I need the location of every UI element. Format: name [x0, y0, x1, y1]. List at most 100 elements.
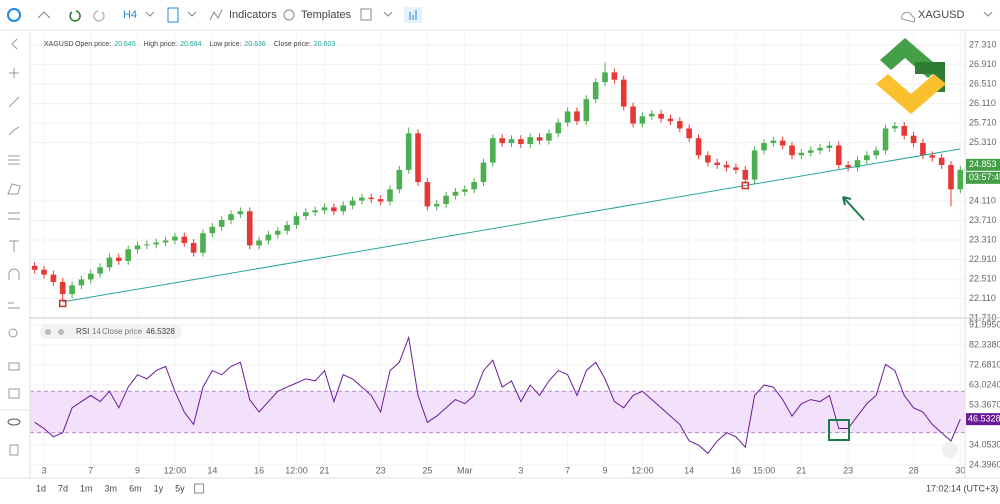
candle-body [508, 139, 515, 144]
candle-body [518, 139, 524, 145]
dropdown[interactable] [383, 11, 393, 17]
undo-icon[interactable] [69, 10, 81, 22]
candle-body [340, 205, 347, 212]
brush-tool[interactable] [8, 126, 20, 136]
text-tool[interactable] [9, 240, 19, 252]
candle-body [452, 191, 459, 196]
candle-body [31, 265, 38, 270]
candle-body [742, 169, 749, 180]
redo-icon[interactable] [93, 10, 105, 22]
rsi-toggle[interactable] [45, 329, 51, 335]
legend-label: Close price: [274, 41, 311, 48]
line-tool[interactable] [8, 96, 20, 108]
candle-body [770, 140, 777, 144]
x-tick-label: 23 [843, 465, 853, 475]
measure-tool[interactable] [8, 302, 20, 309]
legend-value: 20.603 [314, 41, 336, 48]
range-button[interactable]: 5y [175, 483, 185, 493]
x-tick-label: 21 [796, 465, 806, 475]
back-tool[interactable] [11, 38, 18, 50]
shape-tool[interactable] [7, 183, 21, 195]
templates-icon[interactable] [283, 9, 295, 21]
x-tick-label: 30 [955, 465, 965, 475]
templates-button[interactable]: Templates [301, 9, 352, 21]
range-button[interactable]: 1d [36, 483, 46, 493]
pattern-tool[interactable] [8, 212, 20, 220]
x-tick-label: 21 [320, 465, 330, 475]
y-tick-label: 27.310 [969, 39, 997, 49]
candle-body [648, 113, 655, 117]
x-tick-label: 3 [518, 465, 523, 475]
collapse-icon[interactable] [37, 11, 51, 19]
candle-body [237, 211, 244, 215]
candle-body [695, 138, 702, 156]
crosshair-tool[interactable] [9, 68, 19, 78]
zoom-tool[interactable] [8, 328, 18, 338]
dropdown[interactable] [983, 11, 993, 17]
candle-body [807, 150, 814, 153]
fib-tool[interactable] [8, 155, 20, 165]
toolbar [0, 0, 1000, 30]
candle-body [415, 133, 421, 183]
settings-icon[interactable] [7, 8, 21, 22]
hide-tool[interactable] [8, 388, 20, 399]
scroll-button[interactable] [942, 442, 958, 458]
range-button[interactable]: 1m [80, 483, 93, 493]
candle-body [536, 137, 543, 141]
rsi-value: 46.5328 [968, 414, 1000, 424]
candle-body [882, 128, 889, 151]
candle-body [620, 79, 627, 107]
candle-body [181, 236, 188, 243]
x-tick-label: 7 [88, 465, 93, 475]
candle-body [901, 126, 908, 136]
candle-body [826, 145, 833, 148]
y-tick-label: 34.0530 [969, 439, 1000, 449]
range-button[interactable]: 6m [129, 483, 142, 493]
rsi-name: RSI [76, 327, 89, 336]
lock-tool[interactable] [8, 362, 20, 371]
dropdown[interactable] [187, 11, 197, 17]
candle-body [461, 189, 468, 192]
range-button[interactable]: 7d [58, 483, 68, 493]
y-tick-label: 53.3670 [969, 399, 1000, 409]
symbol[interactable]: XAGUSD [918, 9, 965, 21]
candle-body [284, 224, 290, 231]
rsi-period: 14 [92, 327, 101, 336]
x-tick-label: 12:00 [285, 465, 308, 475]
y-tick-label: 22.510 [969, 273, 997, 283]
candle-body [125, 249, 131, 261]
range-button[interactable]: 3m [105, 483, 118, 493]
rsi-line [34, 335, 961, 455]
indicators-icon[interactable] [209, 9, 223, 21]
candle-body [424, 182, 431, 207]
candle-body [443, 195, 449, 204]
date-picker[interactable] [194, 483, 205, 494]
rsi-legend-bg [40, 325, 182, 339]
legend-label: Low price: [210, 41, 242, 48]
magnet-tool[interactable] [8, 268, 20, 280]
candle-body [630, 106, 636, 124]
candle-body [564, 111, 571, 123]
indicators-button[interactable]: Indicators [229, 9, 277, 21]
legend-value: 20.684 [180, 41, 202, 48]
interval[interactable]: H4 [123, 9, 137, 21]
candle-body [359, 197, 365, 201]
calendar-icon[interactable] [360, 8, 372, 21]
candle-body [854, 160, 861, 168]
legend-value: 20.645 [114, 41, 136, 48]
rsi-band [30, 391, 965, 433]
chart-type-icon[interactable] [167, 7, 179, 23]
range-button[interactable]: 1y [154, 483, 164, 493]
logo [876, 38, 946, 114]
rsi-settings[interactable] [58, 329, 64, 335]
candle-body [41, 269, 47, 275]
delete-tool[interactable] [9, 444, 19, 456]
y-tick-label: 82.3380 [969, 339, 1000, 349]
candle-body [69, 285, 75, 295]
candle-body [723, 164, 730, 168]
dropdown[interactable] [145, 11, 155, 17]
visibility-tool[interactable] [7, 418, 21, 426]
y-tick-label: 25.710 [969, 117, 997, 127]
drawing-tools [7, 38, 21, 456]
pivot-marker [58, 299, 67, 308]
